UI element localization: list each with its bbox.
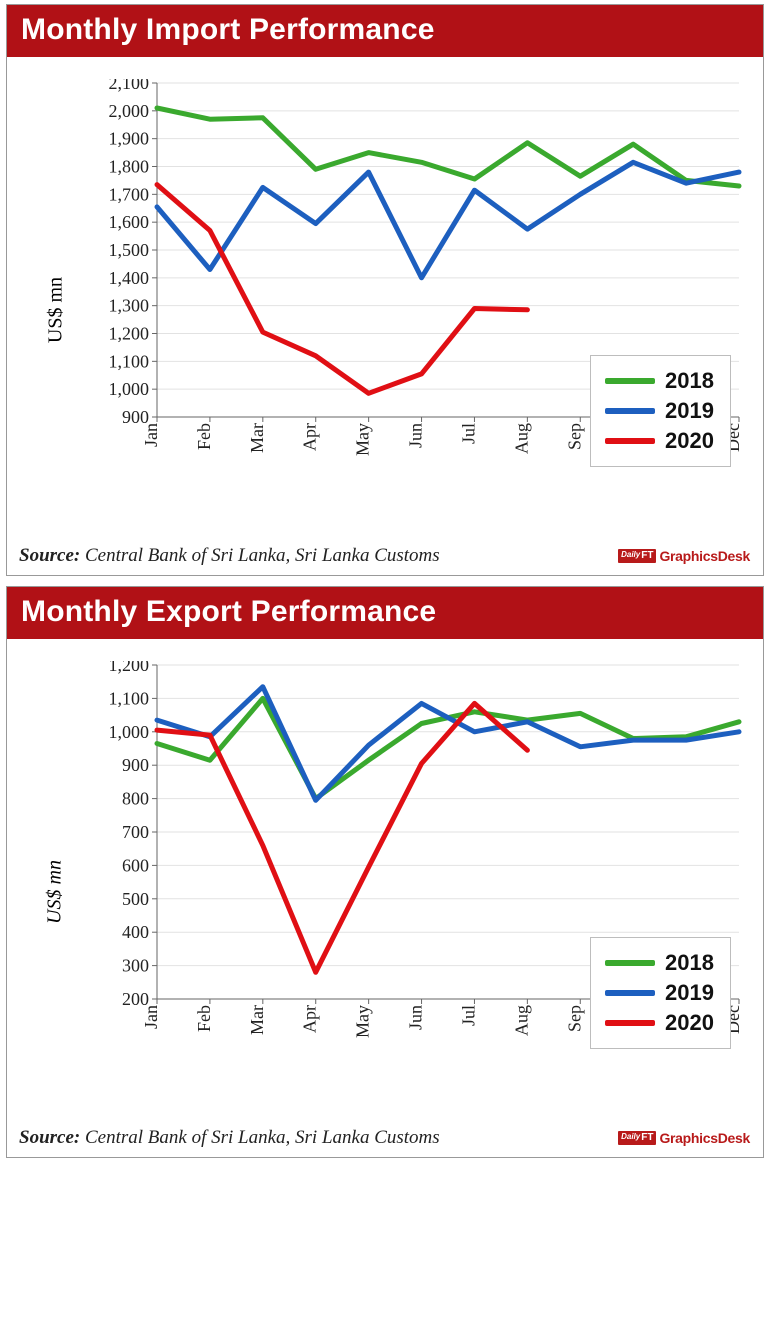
legend-swatch-2019 bbox=[605, 408, 655, 414]
legend-row-2020: 2020 bbox=[605, 426, 714, 456]
svg-text:900: 900 bbox=[122, 755, 149, 775]
legend-label-2018: 2018 bbox=[665, 950, 714, 976]
graphics-desk-text: GraphicsDesk bbox=[656, 547, 753, 565]
svg-text:1,400: 1,400 bbox=[109, 268, 150, 288]
import-chart-title: Monthly Import Performance bbox=[7, 5, 763, 57]
svg-text:1,200: 1,200 bbox=[109, 661, 150, 675]
svg-text:1,700: 1,700 bbox=[109, 184, 150, 204]
export-source-text: Source: Central Bank of Sri Lanka, Sri L… bbox=[19, 1127, 440, 1149]
svg-text:Mar: Mar bbox=[247, 1005, 267, 1035]
svg-text:Mar: Mar bbox=[247, 423, 267, 453]
svg-text:1,100: 1,100 bbox=[109, 688, 150, 708]
svg-text:400: 400 bbox=[122, 922, 149, 942]
graphics-desk-badge: DailyFT GraphicsDesk bbox=[618, 547, 753, 565]
import-source-row: Source: Central Bank of Sri Lanka, Sri L… bbox=[7, 545, 763, 575]
export-chart-block: Monthly Export Performance US$ mn 200300… bbox=[6, 586, 764, 1158]
svg-text:Feb: Feb bbox=[194, 423, 214, 450]
svg-text:Jun: Jun bbox=[406, 423, 426, 448]
legend-swatch-2018 bbox=[605, 960, 655, 966]
source-label: Source: bbox=[19, 545, 80, 566]
export-legend: 2018 2019 2020 bbox=[590, 937, 731, 1049]
legend-row-2018: 2018 bbox=[605, 948, 714, 978]
source-value: Central Bank of Sri Lanka, Sri Lanka Cus… bbox=[85, 1127, 440, 1148]
svg-text:1,000: 1,000 bbox=[109, 379, 150, 399]
legend-swatch-2019 bbox=[605, 990, 655, 996]
svg-text:Apr: Apr bbox=[300, 423, 320, 451]
export-chart-title: Monthly Export Performance bbox=[7, 587, 763, 639]
legend-label-2020: 2020 bbox=[665, 1010, 714, 1036]
legend-label-2019: 2019 bbox=[665, 398, 714, 424]
dailyft-icon: DailyFT bbox=[618, 549, 656, 563]
graphics-desk-badge: DailyFT GraphicsDesk bbox=[618, 1129, 753, 1147]
import-y-axis-label: US$ mn bbox=[45, 277, 68, 343]
export-plot-wrap: US$ mn 2003004005006007008009001,0001,10… bbox=[17, 657, 753, 1127]
import-source-text: Source: Central Bank of Sri Lanka, Sri L… bbox=[19, 545, 440, 567]
legend-row-2020: 2020 bbox=[605, 1008, 714, 1038]
import-chart-block: Monthly Import Performance US$ mn 9001,0… bbox=[6, 4, 764, 576]
svg-text:300: 300 bbox=[122, 956, 149, 976]
legend-row-2019: 2019 bbox=[605, 396, 714, 426]
svg-text:1,800: 1,800 bbox=[109, 157, 150, 177]
svg-text:800: 800 bbox=[122, 789, 149, 809]
graphics-desk-text: GraphicsDesk bbox=[656, 1129, 753, 1147]
svg-text:Aug: Aug bbox=[511, 423, 531, 454]
svg-text:500: 500 bbox=[122, 889, 149, 909]
legend-label-2019: 2019 bbox=[665, 980, 714, 1006]
legend-row-2019: 2019 bbox=[605, 978, 714, 1008]
svg-text:Jul: Jul bbox=[458, 1005, 478, 1026]
svg-text:Jan: Jan bbox=[141, 423, 161, 447]
source-value: Central Bank of Sri Lanka, Sri Lanka Cus… bbox=[85, 545, 440, 566]
legend-swatch-2018 bbox=[605, 378, 655, 384]
svg-text:Apr: Apr bbox=[300, 1005, 320, 1033]
legend-swatch-2020 bbox=[605, 1020, 655, 1026]
svg-text:Sep: Sep bbox=[564, 1005, 584, 1032]
legend-label-2018: 2018 bbox=[665, 368, 714, 394]
svg-text:Jul: Jul bbox=[458, 423, 478, 444]
svg-text:Sep: Sep bbox=[564, 423, 584, 450]
svg-text:600: 600 bbox=[122, 855, 149, 875]
svg-text:Aug: Aug bbox=[511, 1005, 531, 1036]
svg-text:Feb: Feb bbox=[194, 1005, 214, 1032]
legend-swatch-2020 bbox=[605, 438, 655, 444]
svg-text:700: 700 bbox=[122, 822, 149, 842]
import-plot-wrap: US$ mn 9001,0001,1001,2001,3001,4001,500… bbox=[17, 75, 753, 545]
export-y-axis-label: US$ mn bbox=[43, 860, 66, 924]
import-legend: 2018 2019 2020 bbox=[590, 355, 731, 467]
svg-text:May: May bbox=[353, 423, 373, 456]
svg-text:1,300: 1,300 bbox=[109, 296, 150, 316]
export-source-row: Source: Central Bank of Sri Lanka, Sri L… bbox=[7, 1127, 763, 1157]
svg-text:1,900: 1,900 bbox=[109, 129, 150, 149]
svg-text:1,600: 1,600 bbox=[109, 212, 150, 232]
svg-text:Jun: Jun bbox=[406, 1005, 426, 1030]
legend-row-2018: 2018 bbox=[605, 366, 714, 396]
svg-text:1,100: 1,100 bbox=[109, 351, 150, 371]
svg-text:May: May bbox=[353, 1005, 373, 1038]
legend-label-2020: 2020 bbox=[665, 428, 714, 454]
svg-text:2,100: 2,100 bbox=[109, 79, 150, 93]
svg-text:1,200: 1,200 bbox=[109, 324, 150, 344]
svg-text:2,000: 2,000 bbox=[109, 101, 150, 121]
svg-text:1,000: 1,000 bbox=[109, 722, 150, 742]
svg-text:Jan: Jan bbox=[141, 1005, 161, 1029]
dailyft-icon: DailyFT bbox=[618, 1131, 656, 1145]
svg-text:1,500: 1,500 bbox=[109, 240, 150, 260]
source-label: Source: bbox=[19, 1127, 80, 1148]
